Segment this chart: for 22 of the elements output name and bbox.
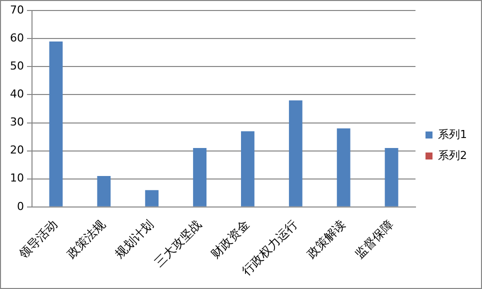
bar xyxy=(193,148,206,206)
x-tick-label: 政策法规 xyxy=(64,217,108,262)
bar xyxy=(241,131,254,206)
y-tick-label: 50 xyxy=(10,60,24,73)
y-tick-label: 70 xyxy=(10,3,24,16)
x-tick-label: 政策解读 xyxy=(304,217,348,262)
y-tick-label: 20 xyxy=(10,144,24,157)
bar xyxy=(97,176,111,206)
bar xyxy=(49,41,63,206)
y-tick-label: 60 xyxy=(10,32,24,45)
legend-label: 系列2 xyxy=(438,148,467,162)
y-tick-label: 0 xyxy=(16,200,24,213)
bar xyxy=(288,100,302,206)
bar xyxy=(336,128,350,206)
bar xyxy=(384,148,398,206)
x-tick-label: 监督保障 xyxy=(352,217,396,262)
x-tick-label: 领导活动 xyxy=(16,217,60,262)
y-tick-label: 30 xyxy=(10,116,24,129)
legend-label: 系列1 xyxy=(438,128,467,141)
bar xyxy=(145,190,159,206)
y-tick-label: 10 xyxy=(10,172,24,185)
y-tick-label: 40 xyxy=(10,88,24,101)
